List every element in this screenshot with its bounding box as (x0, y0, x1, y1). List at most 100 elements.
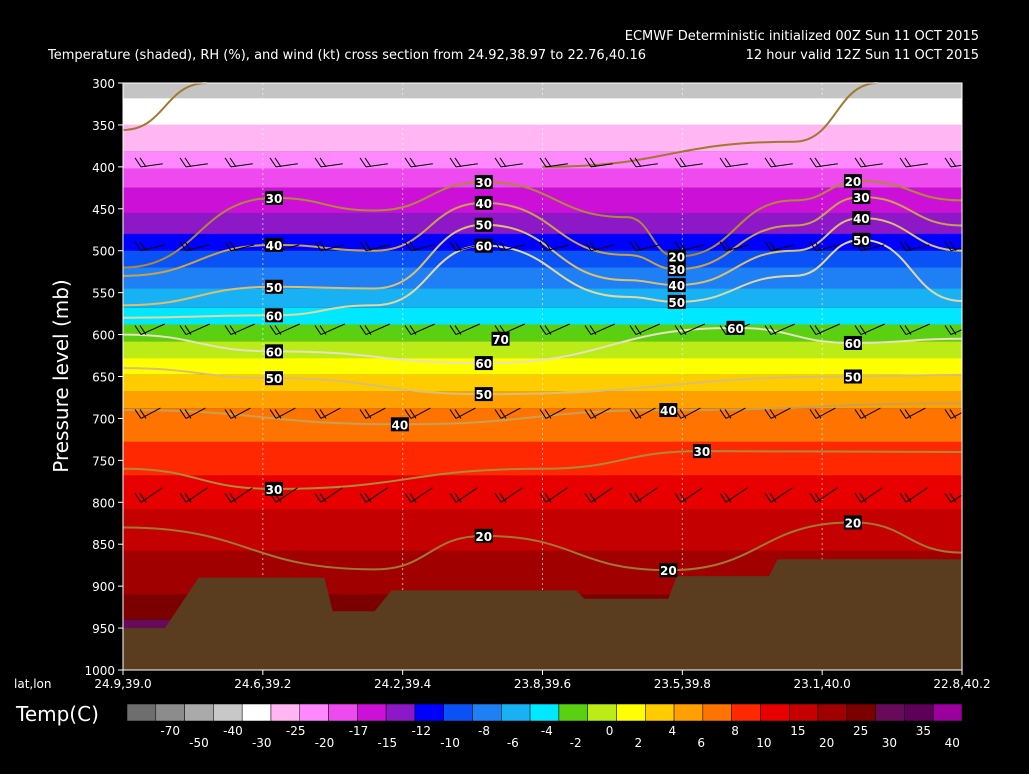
rh-label-bg-15 (474, 528, 493, 543)
colorbar-swatch-22 (760, 703, 790, 722)
wind-barb-93 (899, 407, 926, 419)
colorbar-label-top-10: 15 (790, 724, 805, 738)
wind-barb-17 (899, 73, 926, 84)
wind-barb-40 (224, 241, 255, 252)
rh-label-bg-26 (852, 211, 871, 226)
rh-label-18: 40 (668, 279, 685, 293)
wind-barb-21 (224, 157, 253, 168)
y-tick-label-5: 550 (92, 287, 115, 301)
rh-label-20: 60 (727, 322, 744, 336)
rh-label-17: 30 (668, 263, 685, 277)
wind-barb-56 (944, 241, 975, 252)
wind-barb-74 (899, 323, 930, 336)
colorbar-swatch-27 (904, 703, 934, 722)
y-tick-label-9: 750 (92, 454, 115, 468)
rh-label-bg-12 (491, 331, 510, 346)
rh-label-bg-11 (474, 238, 493, 253)
colorbar-swatch-0 (126, 703, 157, 722)
colorbar-swatch-19 (673, 703, 704, 722)
rh-label-24: 20 (845, 175, 862, 189)
rh-label-bg-18 (667, 278, 686, 293)
colorbar-swatch-1 (155, 703, 185, 722)
rh-label-14: 50 (475, 388, 492, 402)
wind-barb-22 (269, 157, 298, 168)
colorbar-label-bottom-1: -30 (252, 736, 272, 750)
wind-barb-3 (269, 73, 296, 84)
wind-barb-112 (899, 487, 928, 503)
rh-contour-1 (122, 196, 963, 277)
wind-barb-72 (809, 323, 840, 336)
colorbar-label-top-2: -25 (286, 724, 306, 738)
colorbar-swatch-14 (529, 703, 560, 722)
rh-label-bg-21 (659, 403, 678, 418)
colorbar-swatch-18 (645, 703, 675, 722)
wind-barb-18 (944, 73, 971, 84)
rh-label-8: 30 (475, 176, 492, 190)
rh-contours (122, 82, 963, 572)
rh-label-bg-1 (265, 237, 284, 252)
rh-label-bg-20 (726, 320, 745, 335)
wind-barb-44 (404, 241, 435, 252)
rh-label-28: 60 (845, 337, 862, 351)
rh-label-bg-16 (667, 249, 686, 264)
wind-barb-16 (854, 73, 881, 84)
colorbar-swatch-15 (558, 703, 588, 722)
y-tick-label-6: 600 (92, 329, 115, 343)
colorbar-label-bottom-11: 30 (882, 736, 897, 750)
rh-label-13: 60 (475, 357, 492, 371)
colorbar-swatch-11 (443, 703, 473, 722)
wind-barb-90 (764, 407, 791, 419)
wind-barb-36 (899, 157, 928, 168)
wind-barb-49 (629, 241, 660, 252)
wind-barb-38 (134, 241, 165, 252)
wind-barb-39 (179, 241, 210, 252)
y-tick-label-2: 400 (92, 161, 115, 175)
colorbar-label-top-12: 35 (916, 724, 931, 738)
rh-label-bg-5 (265, 371, 284, 386)
colorbar-swatch-10 (414, 703, 444, 722)
wind-barb-96 (179, 487, 208, 503)
x-tick-label-5: 23.1,40.0 (794, 677, 851, 691)
wind-barb-100 (359, 487, 388, 503)
rh-label-bg-22 (692, 444, 711, 459)
wind-barb-75 (944, 323, 975, 336)
y-tick-label-13: 950 (92, 622, 115, 636)
terrain-fill (123, 559, 962, 670)
wind-barb-67 (584, 323, 615, 336)
rh-label-0: 30 (266, 192, 283, 206)
wind-barb-76 (134, 407, 161, 419)
wind-barb-53 (809, 241, 840, 252)
wind-barb-108 (719, 487, 748, 503)
rh-label-25: 30 (853, 191, 870, 205)
colorbar-label-bottom-6: -2 (570, 736, 582, 750)
wind-barb-32 (719, 157, 748, 168)
wind-barb-9 (539, 73, 566, 84)
wind-barb-55 (899, 241, 930, 252)
wind-barb-78 (224, 407, 251, 419)
y-tick-label-12: 900 (92, 580, 115, 594)
wind-barb-62 (359, 323, 390, 336)
wind-barb-11 (629, 73, 656, 84)
wind-barb-31 (674, 157, 703, 168)
wind-barb-91 (809, 407, 836, 419)
colorbar-label-bottom-0: -50 (189, 736, 209, 750)
wind-barb-33 (764, 157, 793, 168)
rh-label-bg-14 (474, 387, 493, 402)
wind-barb-102 (449, 487, 478, 503)
colorbar-swatch-8 (357, 703, 387, 722)
colorbar-swatch-2 (184, 703, 214, 722)
colorbar-label-top-1: -40 (223, 724, 243, 738)
rh-label-bg-8 (474, 174, 493, 189)
temp-band-9 (123, 267, 962, 289)
rh-label-bg-24 (843, 174, 862, 189)
colorbar-label-top-8: 4 (669, 724, 677, 738)
colorbar-swatch-3 (213, 703, 243, 722)
rh-label-9: 40 (475, 197, 492, 211)
rh-label-6: 30 (266, 483, 283, 497)
wind-barb-48 (584, 241, 615, 252)
rh-label-30: 20 (845, 516, 862, 530)
wind-barb-34 (809, 157, 838, 168)
wind-barb-107 (674, 487, 703, 503)
colorbar-label-top-4: -12 (411, 724, 431, 738)
colorbar-label-bottom-7: 2 (635, 736, 643, 750)
